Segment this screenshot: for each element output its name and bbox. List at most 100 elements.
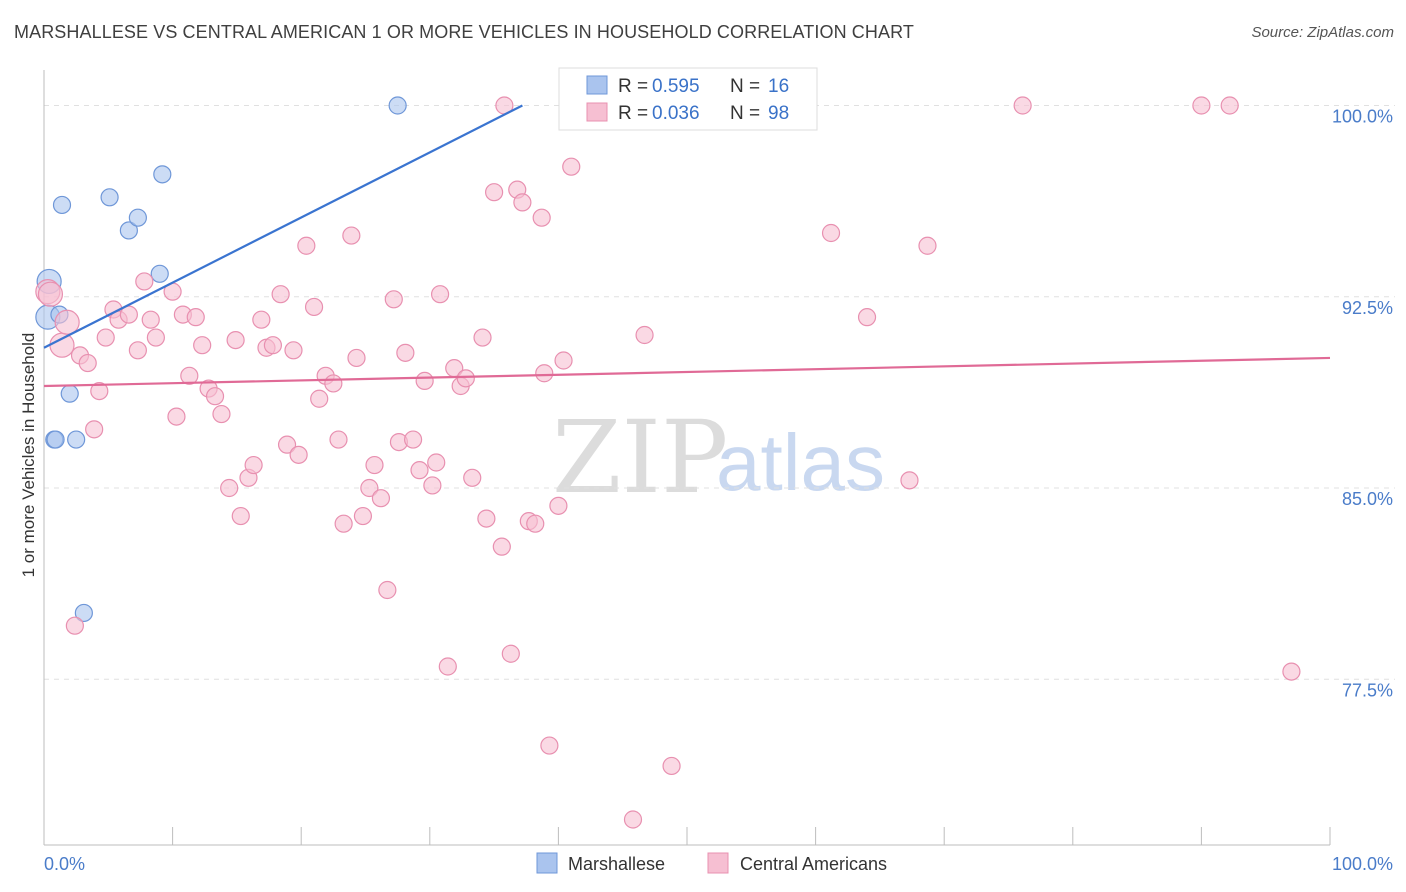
central-american-point: [212, 404, 231, 424]
bottom-legend-label-central: Central Americans: [740, 854, 887, 874]
central-american-point: [1282, 662, 1301, 681]
central-american-point: [430, 285, 450, 304]
central-american-point: [128, 341, 147, 360]
central-american-point: [492, 537, 511, 556]
central-american-point: [477, 509, 496, 528]
y-tick-label: 92.5%: [1342, 298, 1393, 318]
legend-r-value-1: 0.595: [652, 76, 700, 97]
central-american-point: [1192, 96, 1211, 115]
central-american-point: [918, 236, 937, 255]
central-american-point: [549, 496, 568, 515]
central-american-point: [396, 343, 415, 362]
central-american-point: [78, 353, 97, 373]
bottom-legend-swatch-central: [707, 852, 729, 874]
watermark-zip: ZIP: [552, 399, 728, 516]
central-american-point: [403, 430, 423, 449]
marshallese-point: [119, 221, 138, 240]
central-american-point: [347, 348, 366, 368]
central-american-point: [186, 308, 205, 327]
marshallese-point: [388, 96, 407, 115]
central-american-point: [540, 736, 559, 755]
central-american-point: [167, 407, 186, 426]
central-american-point: [297, 236, 316, 255]
central-american-point: [277, 435, 297, 454]
central-american-point: [263, 336, 283, 355]
central-american-point: [365, 455, 384, 475]
marshallese-point: [74, 603, 93, 623]
marshallese-trend-line: [43, 104, 523, 349]
central-american-point: [96, 328, 115, 347]
marshallese-point: [46, 430, 65, 449]
central-american-point: [415, 371, 434, 390]
central-american-point: [90, 382, 109, 401]
watermark-atlas: atlas: [716, 418, 885, 507]
x-tick-label-min: 0.0%: [44, 854, 85, 874]
central-american-point: [304, 297, 324, 317]
central-american-point: [360, 478, 379, 498]
central-american-point: [485, 183, 504, 202]
y-tick-label: 85.0%: [1342, 489, 1393, 509]
legend-swatch-marshallese: [586, 75, 608, 95]
central-american-point: [513, 193, 532, 212]
central-american-point: [1013, 96, 1032, 115]
central-american-point: [54, 309, 80, 335]
legend-n-label-1: N =: [730, 76, 760, 97]
central-american-point: [857, 308, 877, 327]
central-american-point: [334, 514, 353, 533]
central-american-point: [284, 341, 303, 360]
central-american-point: [231, 506, 250, 526]
trend-lines: [43, 104, 1331, 388]
central-american-points: [35, 96, 1301, 829]
marshallese-point: [153, 165, 172, 184]
central-american-point: [378, 580, 397, 600]
chart-title: MARSHALLESE VS CENTRAL AMERICAN 1 OR MOR…: [14, 22, 914, 42]
central-american-point: [1220, 96, 1239, 115]
central-american-point: [329, 430, 348, 449]
legend-r-value-2: 0.036: [652, 103, 700, 124]
legend-n-value-2: 98: [768, 103, 789, 124]
bottom-legend: Marshallese Central Americans: [536, 852, 887, 874]
central-american-point: [635, 325, 654, 345]
marshallese-point: [128, 208, 147, 227]
central-american-point: [65, 616, 84, 635]
legend-r-label-1: R =: [618, 76, 648, 97]
central-american-point: [501, 644, 520, 663]
central-american-point: [146, 328, 165, 347]
watermark: ZIP atlas: [552, 399, 885, 516]
central-american-point: [662, 756, 681, 776]
x-tick-label-max: 100.0%: [1332, 854, 1393, 874]
central-american-point: [226, 331, 245, 350]
y-axis-label: 1 or more Vehicles in Household: [19, 333, 38, 578]
central-american-point: [135, 272, 154, 291]
central-american-point: [193, 336, 212, 355]
central-american-trend-line: [43, 356, 1331, 388]
axes: 0.0% 100.0%: [43, 70, 1393, 874]
central-american-point: [180, 366, 199, 385]
central-american-point: [821, 223, 841, 243]
y-tick-label: 77.5%: [1342, 680, 1393, 700]
central-american-point: [289, 445, 308, 464]
central-american-point: [119, 305, 138, 324]
central-american-point: [900, 471, 919, 490]
y-tick-label: 100.0%: [1332, 107, 1393, 127]
marshallese-point: [150, 264, 169, 283]
central-american-point: [410, 461, 429, 480]
central-american-point: [526, 514, 545, 533]
central-american-point: [205, 387, 225, 406]
central-american-point: [554, 351, 573, 370]
central-american-point: [371, 489, 391, 508]
central-american-point: [271, 285, 290, 304]
central-american-point: [427, 453, 446, 472]
central-american-point: [244, 455, 263, 475]
marshallese-point: [67, 430, 86, 449]
gridlines: 77.5% 85.0% 92.5% 100.0%: [44, 105, 1395, 700]
central-american-point: [252, 310, 271, 329]
central-american-point: [220, 478, 239, 498]
central-american-point: [463, 468, 482, 487]
central-american-point: [423, 476, 442, 495]
legend-n-label-2: N =: [730, 103, 760, 124]
legend-n-value-1: 16: [768, 76, 789, 97]
central-american-point: [473, 328, 492, 347]
marshallese-point: [100, 188, 119, 207]
central-american-point: [342, 226, 361, 245]
